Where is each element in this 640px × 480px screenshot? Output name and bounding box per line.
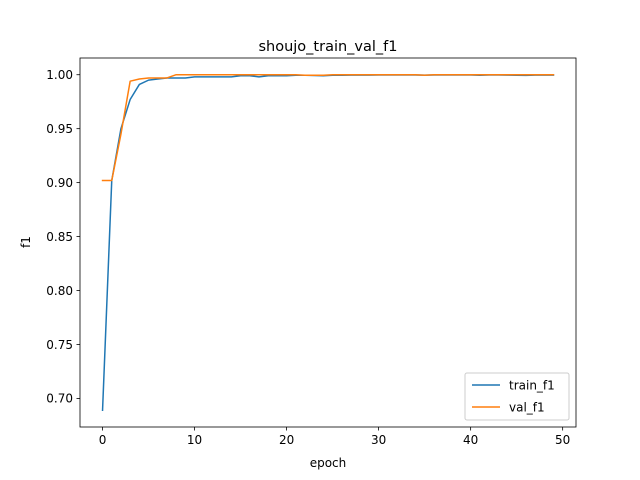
x-axis-ticks: 0 10 20 30 40 50: [99, 427, 570, 447]
y-axis-ticks: 0.70 0.75 0.80 0.85 0.90 0.95 1.00: [46, 68, 80, 406]
y-tick-label: 1.00: [46, 68, 73, 82]
x-tick-label: 40: [463, 433, 478, 447]
series-layer: [101, 73, 555, 412]
chart-title: shoujo_train_val_f1: [258, 39, 397, 55]
series-line-val-f1: [101, 73, 555, 182]
x-tick-label: 50: [555, 433, 570, 447]
x-tick-label: 10: [187, 433, 202, 447]
legend-label-val-f1: val_f1: [509, 401, 545, 415]
plot-frame: [79, 57, 577, 428]
y-tick-label: 0.90: [46, 176, 73, 190]
x-tick-label: 30: [371, 433, 386, 447]
x-tick-label: 20: [279, 433, 294, 447]
y-tick-label: 0.75: [46, 338, 73, 352]
y-tick-label: 0.70: [46, 392, 73, 406]
x-axis-label: epoch: [310, 456, 347, 470]
x-tick-label: 0: [99, 433, 107, 447]
y-axis-label: f1: [19, 236, 33, 248]
y-tick-label: 0.85: [46, 230, 73, 244]
y-tick-label: 0.95: [46, 122, 73, 136]
legend-label-train-f1: train_f1: [509, 379, 555, 393]
legend: train_f1 val_f1: [464, 372, 570, 421]
y-tick-label: 0.80: [46, 284, 73, 298]
plot-area: [80, 58, 576, 427]
